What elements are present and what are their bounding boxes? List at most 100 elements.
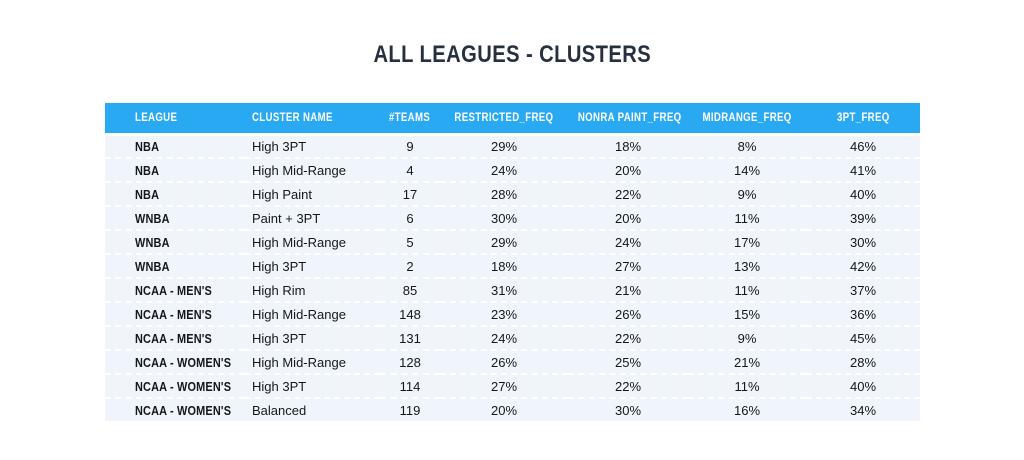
cell-midrange-freq: 17% <box>688 229 806 253</box>
cell-teams: 128 <box>380 349 440 373</box>
table-body: NBA High 3PT 9 29% 18% 8% 46% NBA High Mid-Range… <box>105 133 920 421</box>
column-header-midrange-freq: MIDRANGE_FREQ <box>688 103 806 133</box>
cell-3pt-freq: 40% <box>806 373 920 397</box>
cell-cluster-name: High 3PT <box>245 133 380 157</box>
table-row: WNBA Paint + 3PT 6 30% 20% 11% 39% <box>105 205 920 229</box>
table-row: NCAA - MEN'S High Rim 85 31% 21% 11% 37% <box>105 277 920 301</box>
league-label: NCAA - WOMEN'S <box>135 378 232 394</box>
league-label: NCAA - MEN'S <box>135 330 213 346</box>
cell-league: NCAA - MEN'S <box>105 301 245 325</box>
cell-3pt-freq: 46% <box>806 133 920 157</box>
column-header-restricted-freq: RESTRICTED_FREQ <box>440 103 568 133</box>
page-title-text: ALL LEAGUES - CLUSTERS <box>373 41 651 68</box>
column-header-teams: #TEAMS <box>380 103 440 133</box>
cell-teams: 17 <box>380 181 440 205</box>
league-label: NCAA - MEN'S <box>135 306 213 322</box>
cell-3pt-freq: 37% <box>806 277 920 301</box>
cell-teams: 85 <box>380 277 440 301</box>
league-label: NBA <box>135 162 160 178</box>
league-label: NCAA - WOMEN'S <box>135 402 232 418</box>
cell-3pt-freq: 30% <box>806 229 920 253</box>
cell-cluster-name: Paint + 3PT <box>245 205 380 229</box>
column-header-label: 3PT_FREQ <box>836 112 890 124</box>
column-header-league: LEAGUE <box>105 103 245 133</box>
league-label: NBA <box>135 186 160 202</box>
table-row: NCAA - WOMEN'S High Mid-Range 128 26% 25% 21%… <box>105 349 920 373</box>
table-row: WNBA High 3PT 2 18% 27% 13% 42% <box>105 253 920 277</box>
cell-league: NCAA - WOMEN'S <box>105 349 245 373</box>
table-row: NCAA - WOMEN'S Balanced 119 20% 30% 16% 34% <box>105 397 920 421</box>
cell-teams: 114 <box>380 373 440 397</box>
cell-restricted-freq: 26% <box>440 349 568 373</box>
column-header-label: LEAGUE <box>135 112 178 124</box>
cell-midrange-freq: 16% <box>688 397 806 421</box>
cell-league: NCAA - WOMEN'S <box>105 397 245 421</box>
cell-nonra-paint-freq: 20% <box>568 205 688 229</box>
cell-teams: 9 <box>380 133 440 157</box>
cell-teams: 4 <box>380 157 440 181</box>
cell-restricted-freq: 30% <box>440 205 568 229</box>
cell-cluster-name: Balanced <box>245 397 380 421</box>
league-label: WNBA <box>135 258 170 274</box>
cell-teams: 131 <box>380 325 440 349</box>
column-header-3pt-freq: 3PT_FREQ <box>806 103 920 133</box>
table-row: NBA High Paint 17 28% 22% 9% 40% <box>105 181 920 205</box>
cell-nonra-paint-freq: 26% <box>568 301 688 325</box>
cell-league: WNBA <box>105 229 245 253</box>
cell-cluster-name: High Mid-Range <box>245 157 380 181</box>
cell-league: NCAA - WOMEN'S <box>105 373 245 397</box>
cell-restricted-freq: 23% <box>440 301 568 325</box>
cell-nonra-paint-freq: 27% <box>568 253 688 277</box>
cell-restricted-freq: 24% <box>440 157 568 181</box>
cell-3pt-freq: 28% <box>806 349 920 373</box>
cell-cluster-name: High Paint <box>245 181 380 205</box>
cell-3pt-freq: 34% <box>806 397 920 421</box>
table-row: NCAA - MEN'S High 3PT 131 24% 22% 9% 45% <box>105 325 920 349</box>
cell-nonra-paint-freq: 20% <box>568 157 688 181</box>
column-header-label: MIDRANGE_FREQ <box>702 112 792 124</box>
cell-teams: 5 <box>380 229 440 253</box>
cell-cluster-name: High 3PT <box>245 253 380 277</box>
league-label: NCAA - WOMEN'S <box>135 354 232 370</box>
cell-midrange-freq: 9% <box>688 181 806 205</box>
cell-midrange-freq: 8% <box>688 133 806 157</box>
cell-nonra-paint-freq: 25% <box>568 349 688 373</box>
table-row: NCAA - WOMEN'S High 3PT 114 27% 22% 11% 40% <box>105 373 920 397</box>
table-row: NCAA - MEN'S High Mid-Range 148 23% 26% 15% 36… <box>105 301 920 325</box>
cell-restricted-freq: 24% <box>440 325 568 349</box>
cell-league: NBA <box>105 181 245 205</box>
cell-restricted-freq: 29% <box>440 229 568 253</box>
cell-3pt-freq: 39% <box>806 205 920 229</box>
cell-restricted-freq: 31% <box>440 277 568 301</box>
cell-league: WNBA <box>105 253 245 277</box>
cell-3pt-freq: 42% <box>806 253 920 277</box>
table-row: NBA High 3PT 9 29% 18% 8% 46% <box>105 133 920 157</box>
column-header-label: #TEAMS <box>389 112 431 124</box>
cell-nonra-paint-freq: 21% <box>568 277 688 301</box>
column-header-cluster-name: CLUSTER NAME <box>245 103 380 133</box>
cell-teams: 6 <box>380 205 440 229</box>
cell-midrange-freq: 11% <box>688 277 806 301</box>
cell-3pt-freq: 41% <box>806 157 920 181</box>
cell-cluster-name: High Mid-Range <box>245 349 380 373</box>
cell-nonra-paint-freq: 24% <box>568 229 688 253</box>
cell-3pt-freq: 40% <box>806 181 920 205</box>
cell-cluster-name: High 3PT <box>245 325 380 349</box>
cell-teams: 119 <box>380 397 440 421</box>
cell-league: NBA <box>105 133 245 157</box>
cell-restricted-freq: 29% <box>440 133 568 157</box>
cell-midrange-freq: 13% <box>688 253 806 277</box>
table-row: WNBA High Mid-Range 5 29% 24% 17% 30% <box>105 229 920 253</box>
cell-cluster-name: High Rim <box>245 277 380 301</box>
cell-restricted-freq: 27% <box>440 373 568 397</box>
cell-restricted-freq: 20% <box>440 397 568 421</box>
cell-midrange-freq: 14% <box>688 157 806 181</box>
table-header-row: LEAGUE CLUSTER NAME #TEAMS RESTRICTED_FREQ N… <box>105 103 920 133</box>
cell-3pt-freq: 45% <box>806 325 920 349</box>
cell-teams: 148 <box>380 301 440 325</box>
cell-3pt-freq: 36% <box>806 301 920 325</box>
cell-league: NBA <box>105 157 245 181</box>
column-header-nonra-paint-freq: NONRA PAINT_FREQ <box>568 103 688 133</box>
cell-teams: 2 <box>380 253 440 277</box>
cell-league: NCAA - MEN'S <box>105 325 245 349</box>
